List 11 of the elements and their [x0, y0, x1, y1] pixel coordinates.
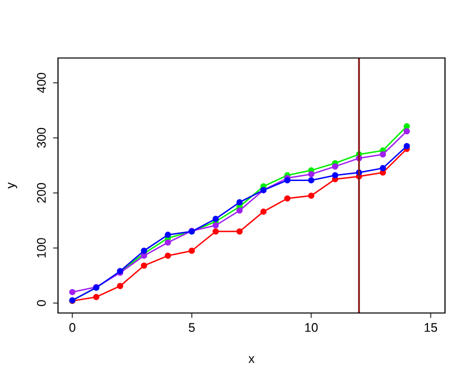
x-tick-label: 0: [69, 323, 76, 332]
y-tick-label: 400: [36, 72, 46, 93]
x-tick-label: 15: [424, 323, 438, 332]
x-axis-title: x: [248, 356, 254, 363]
y-tick-label: 0: [36, 300, 46, 306]
x-tick-label: 5: [188, 323, 195, 332]
y-tick-label: 200: [36, 182, 46, 203]
y-axis-title: y: [8, 182, 18, 189]
y-tick-label: 100: [36, 238, 46, 258]
x-tick-label: 10: [305, 323, 318, 332]
y-tick-label: 300: [36, 128, 46, 148]
